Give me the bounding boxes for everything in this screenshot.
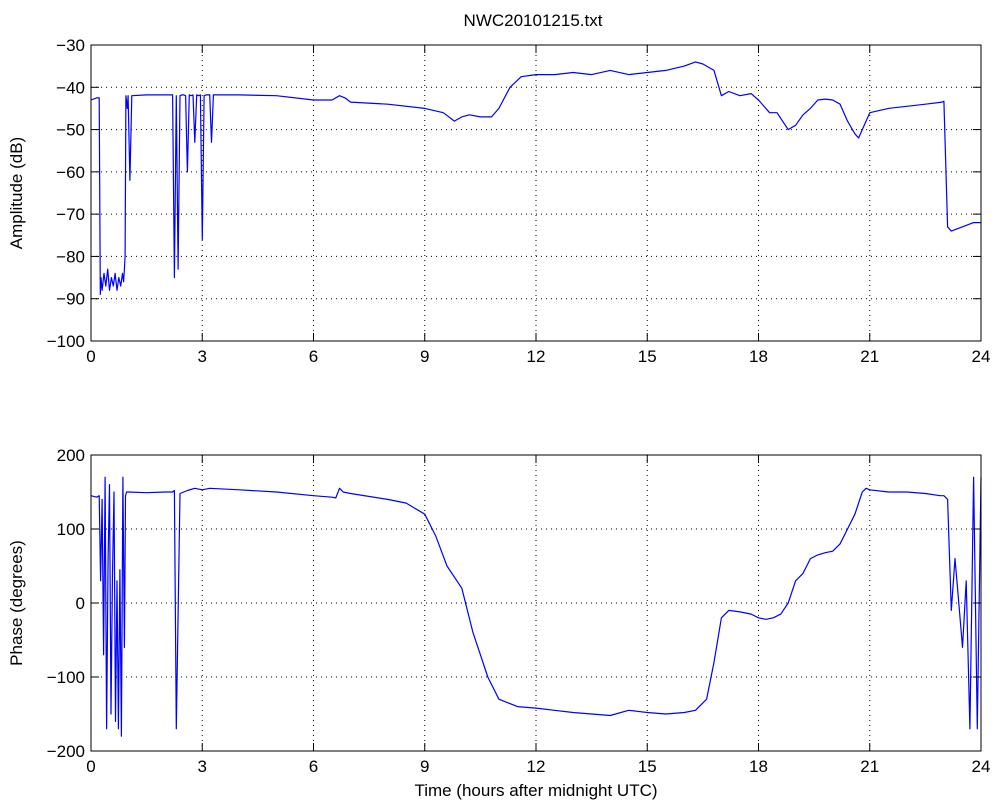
phase-series-line: [90, 476, 982, 737]
phase-x-tick-label: 0: [86, 757, 95, 776]
phase-axes: 0 3 6 9 12 15 18 21 24 −200 −100 0 100 200 Phase (de…: [7, 446, 990, 800]
phase-x-tick-label: 18: [749, 757, 768, 776]
amplitude-plot-area: [91, 45, 981, 341]
amplitude-x-tick-label: 0: [86, 347, 95, 366]
amplitude-y-axis-label: Amplitude (dB): [7, 137, 26, 249]
amplitude-y-tick-label: −30: [56, 36, 85, 55]
phase-grid: [91, 455, 981, 751]
amplitude-series-line: [90, 61, 981, 296]
amplitude-x-tick-labels: 0 3 6 9 12 15 18 21 24: [86, 347, 990, 366]
phase-x-tick-labels: 0 3 6 9 12 15 18 21 24: [86, 757, 990, 776]
phase-data-line: [90, 476, 982, 737]
amplitude-x-tick-label: 12: [527, 347, 546, 366]
amplitude-x-tick-label: 3: [198, 347, 207, 366]
phase-y-tick-labels: −200 −100 0 100 200: [47, 446, 85, 761]
phase-x-tick-label: 9: [420, 757, 429, 776]
amplitude-x-tick-label: 24: [972, 347, 991, 366]
phase-y-tick-label: −200: [47, 742, 85, 761]
amplitude-x-tick-label: 9: [420, 347, 429, 366]
amplitude-y-tick-label: −90: [56, 290, 85, 309]
phase-ticks: [90, 454, 982, 752]
amplitude-axes: NWC20101215.txt 0 3 6 9 12 15 18 21 24 −100 −90 −8…: [7, 11, 990, 366]
amplitude-x-tick-label: 6: [309, 347, 318, 366]
amplitude-grid: [91, 45, 981, 341]
phase-x-tick-label: 12: [527, 757, 546, 776]
phase-x-tick-label: 6: [309, 757, 318, 776]
phase-x-tick-label: 3: [198, 757, 207, 776]
amplitude-x-tick-label: 18: [749, 347, 768, 366]
x-axis-label: Time (hours after midnight UTC): [414, 781, 657, 800]
phase-x-tick-label: 15: [638, 757, 657, 776]
phase-y-tick-label: 200: [57, 446, 85, 465]
phase-y-tick-label: 100: [57, 520, 85, 539]
amplitude-data-line: [90, 61, 981, 296]
amplitude-ticks: [90, 44, 982, 342]
amplitude-y-tick-label: −60: [56, 163, 85, 182]
amplitude-y-tick-label: −100: [47, 332, 85, 351]
amplitude-x-tick-label: 15: [638, 347, 657, 366]
phase-y-axis-label: Phase (degrees): [7, 540, 26, 666]
phase-y-tick-label: −100: [47, 668, 85, 687]
amplitude-y-tick-label: −50: [56, 121, 85, 140]
phase-x-tick-label: 21: [860, 757, 879, 776]
amplitude-y-tick-label: −70: [56, 205, 85, 224]
phase-x-tick-label: 24: [972, 757, 991, 776]
amplitude-y-tick-label: −80: [56, 247, 85, 266]
amplitude-y-tick-label: −40: [56, 78, 85, 97]
phase-y-tick-label: 0: [76, 594, 85, 613]
amplitude-y-tick-labels: −100 −90 −80 −70 −60 −50 −40 −30: [47, 36, 85, 351]
chart-title: NWC20101215.txt: [464, 11, 603, 30]
amplitude-x-tick-label: 21: [860, 347, 879, 366]
